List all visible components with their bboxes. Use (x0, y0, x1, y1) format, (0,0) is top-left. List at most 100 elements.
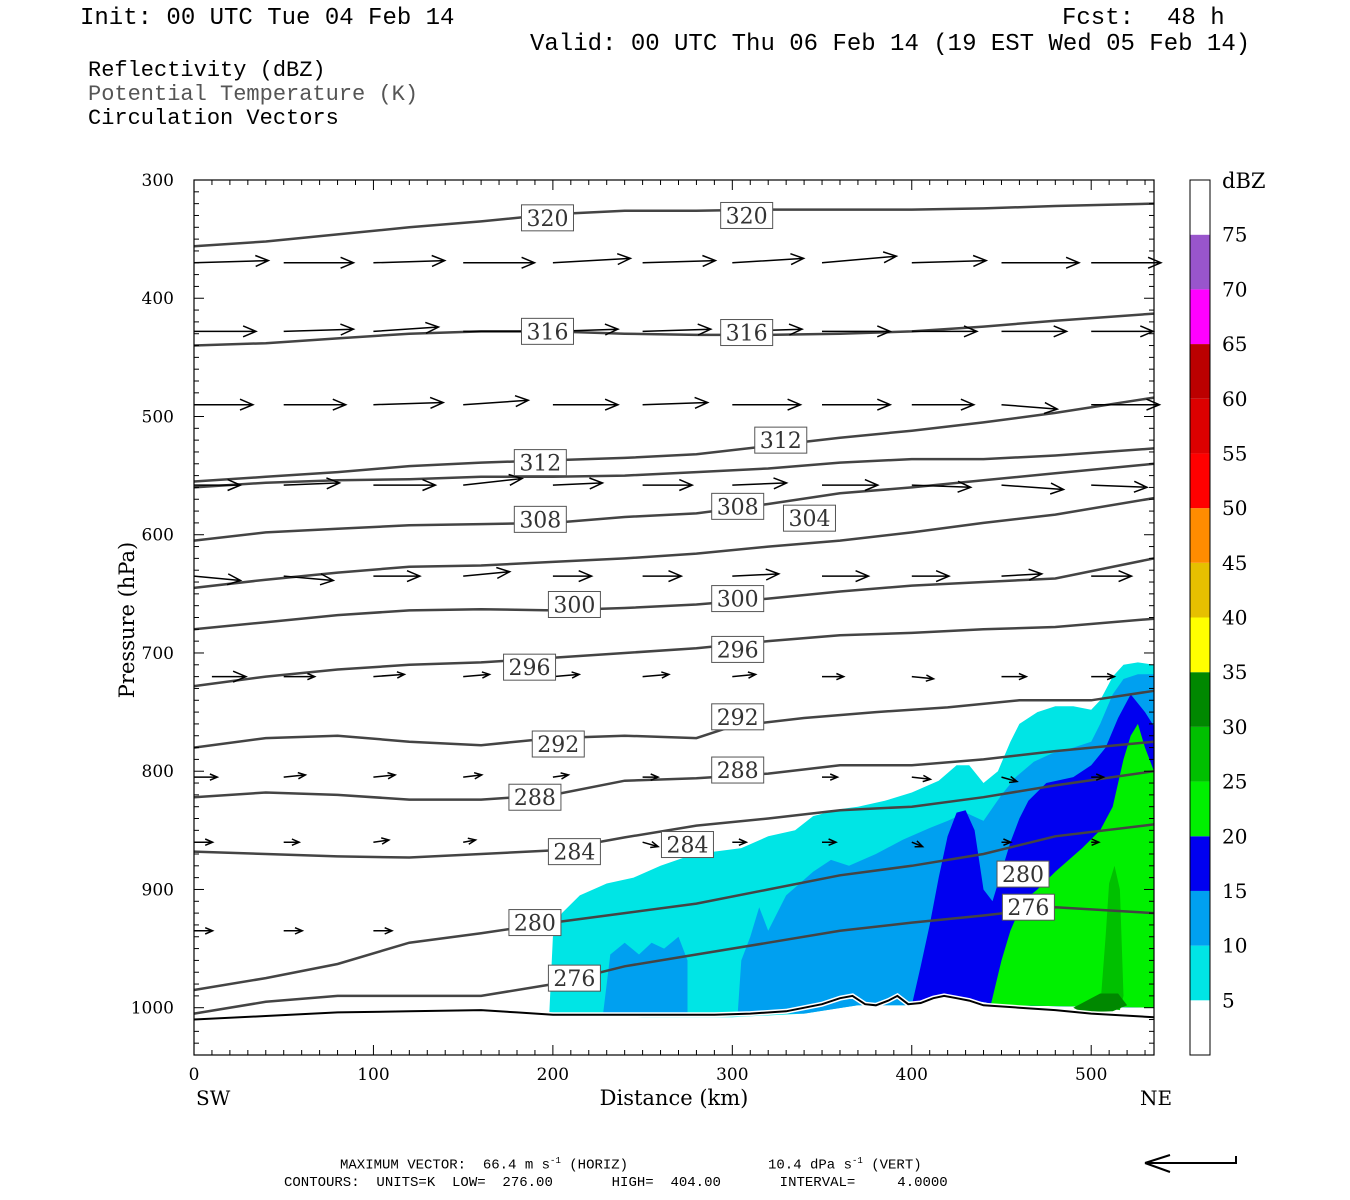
theta-label-box (1001, 893, 1055, 921)
theta-label: 276 (553, 967, 595, 992)
vector-arrow-icon (552, 570, 594, 583)
theta-label: 300 (553, 593, 595, 618)
max-vector-vert: 10.4 dPa s (768, 1157, 853, 1174)
vector-arrow-icon (283, 838, 302, 846)
theta-label: 308 (717, 495, 759, 520)
contour-labels: 320 320 316 316 312 312 308 308 304 300 300 296 296 2… (503, 201, 1055, 992)
vector-arrow-icon (822, 478, 880, 492)
theta-contour-296 (193, 617, 1155, 688)
theta-label: 284 (553, 841, 595, 866)
colorbar-bin (1190, 781, 1210, 837)
theta-label: 296 (717, 638, 759, 663)
vector-arrow-icon (642, 570, 684, 583)
colorbar-bin (1190, 617, 1210, 673)
theta-label: 276 (1007, 896, 1049, 921)
theta-label: 312 (519, 452, 561, 477)
vector-arrow-icon (373, 837, 391, 845)
vector-arrow-icon (1001, 325, 1069, 338)
vector-arrow-icon (373, 478, 438, 492)
max-vector-horiz: MAXIMUM VECTOR: 66.4 m s (340, 1157, 551, 1174)
theta-label: 288 (717, 759, 759, 784)
vector-arrow-icon (463, 566, 512, 580)
vector-arrow-icon (732, 838, 749, 846)
max-vector-horiz-tail: (HORIZ) (560, 1157, 629, 1174)
colorbar-label: 35 (1222, 660, 1247, 684)
vector-arrow-icon (642, 671, 671, 679)
colorbar-bin (1190, 508, 1210, 563)
x-tick-label: 0 (189, 1065, 200, 1085)
y-tick-label: 700 (142, 644, 174, 664)
vector-arrow-icon (911, 570, 951, 583)
vector-arrow-icon (642, 323, 713, 336)
vector-arrow-icon (1091, 838, 1101, 846)
vector-arrow-icon (373, 396, 446, 409)
colorbar-label: 5 (1222, 988, 1235, 1012)
theta-contour-316 (193, 312, 1155, 347)
colorbar-label: 25 (1222, 770, 1247, 794)
vector-arrow-icon (821, 251, 899, 264)
theta-label-box (754, 426, 808, 454)
vector-arrow-icon (552, 772, 571, 780)
colorbar-bin (1190, 562, 1210, 618)
vector-arrow-icon (822, 773, 840, 781)
colorbar-bin (1190, 890, 1210, 946)
vector-arrow-icon (1001, 256, 1081, 269)
vector-arrow-icon (732, 568, 781, 581)
forecast-label: Fcst: (1062, 5, 1135, 32)
vector-arrow-icon (373, 254, 447, 268)
vector-arrow-icon (193, 254, 271, 268)
y-tick-label: 600 (142, 526, 174, 546)
reflectivity-region-30 (1073, 993, 1128, 1013)
vector-arrow-icon (552, 252, 633, 266)
reflectivity-region-10 (603, 936, 688, 1014)
theta-label-box (711, 703, 765, 731)
colorbar-bin (1190, 836, 1210, 891)
theta-contour-284 (193, 769, 1155, 859)
vector-arrow-icon (552, 477, 605, 490)
theta-contour-300 (193, 557, 1155, 631)
vector-arrow-icon (463, 394, 531, 408)
colorbar-border (1189, 179, 1211, 1056)
theta-contour-308 (193, 447, 1155, 489)
vector-arrow-icon (1091, 398, 1162, 411)
vector-arrow-icon (193, 573, 243, 586)
colorbar-bin (1190, 289, 1210, 345)
theta-label: 308 (519, 508, 561, 533)
colorbar-label: 15 (1222, 879, 1247, 903)
vector-arrow-icon (1001, 672, 1029, 681)
colorbar-label: 50 (1222, 496, 1247, 520)
y-tick-label: 300 (142, 171, 174, 191)
vector-arrow-icon (911, 254, 989, 268)
theta-label-box (996, 860, 1050, 888)
theta-label-box (520, 317, 574, 345)
theta-contours (193, 202, 1155, 1015)
colorbar: 5 10 15 20 25 30 35 40 45 50 55 60 65 70 75 (1189, 179, 1247, 1056)
y-tick-label: 900 (142, 880, 174, 900)
right-end-label: NE (1140, 1086, 1172, 1110)
theta-label-box (711, 492, 765, 520)
vector-arrow-icon (283, 573, 336, 586)
theta-label: 320 (526, 207, 568, 232)
theta-label-box (503, 653, 557, 681)
vector-arrow-icon (1091, 570, 1134, 583)
x-axis-label: Distance (km) (600, 1086, 749, 1110)
vector-arrow-icon (373, 927, 394, 935)
theta-label: 292 (537, 733, 579, 758)
horiz-exponent: -1 (550, 1156, 561, 1166)
theta-label-box (508, 783, 562, 811)
vector-arrow-icon (463, 671, 492, 679)
theta-label: 296 (509, 656, 551, 681)
vector-arrow-icon (642, 254, 718, 268)
vector-arrow-icon (732, 252, 806, 266)
vector-arrow-icon (194, 398, 255, 411)
vector-arrow-icon (822, 672, 846, 681)
theta-contour-320 (193, 202, 1155, 248)
vector-arrow-icon (642, 478, 695, 492)
colorbar-bin (1190, 234, 1210, 290)
vector-arrow-icon (732, 477, 789, 490)
theta-label-box (547, 590, 601, 618)
vector-arrow-icon (283, 771, 308, 780)
vector-arrow-icon (283, 256, 356, 269)
x-tick-label: 100 (357, 1065, 389, 1085)
theta-contour-292 (193, 689, 1155, 749)
